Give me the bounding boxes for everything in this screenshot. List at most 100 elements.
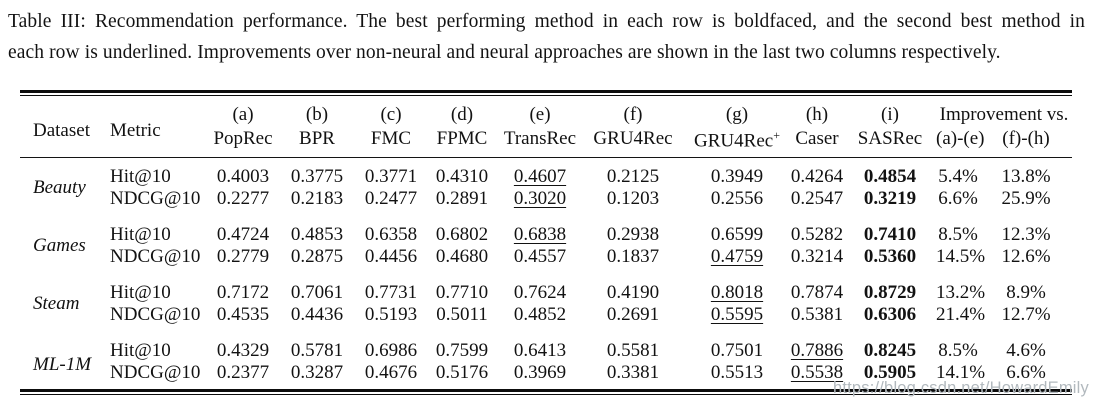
improvement-cell: 12.3% xyxy=(1001,224,1051,246)
value-cell: 0.4680 xyxy=(435,246,489,268)
metric-cell: NDCG@10 xyxy=(110,246,201,268)
value-cell: 0.3381 xyxy=(606,362,660,384)
improvement-cell: 5.4% xyxy=(938,166,978,188)
dataset-cell: Steam xyxy=(33,293,80,315)
method-name-label: BPR xyxy=(299,127,335,149)
value-cell: 0.6599 xyxy=(710,224,764,246)
header-method-key: (g) xyxy=(725,104,749,125)
header-method-key: (a) xyxy=(232,104,254,125)
value-cell: 0.6838 xyxy=(513,224,567,246)
metric-cell: Hit@10 xyxy=(110,282,171,304)
value-cell: 0.4190 xyxy=(606,282,660,304)
header-metric: Metric xyxy=(110,120,161,142)
header-method-name: Caser xyxy=(790,125,844,158)
method-name-label: FPMC xyxy=(436,127,488,149)
value-cell: 0.3020 xyxy=(513,188,567,210)
improvement-cell: 13.2% xyxy=(936,282,986,304)
value-cell: 0.5193 xyxy=(364,304,418,326)
value-cell: 0.4456 xyxy=(364,246,418,268)
dataset-cell: ML-1M xyxy=(33,353,92,375)
value-cell: 0.5381 xyxy=(790,304,844,326)
improvement-cell: 21.4% xyxy=(936,304,986,326)
value-cell: 0.4557 xyxy=(513,246,567,268)
table-top-rule xyxy=(20,90,1072,96)
value-cell: 0.3969 xyxy=(513,362,567,384)
header-method-key: (h) xyxy=(805,104,829,125)
method-name-superscript: + xyxy=(773,128,780,142)
table-row: Beauty Hit@10 0.4003 0.3775 0.3771 0.4310 0.46… xyxy=(20,158,1072,198)
value-cell: 0.4264 xyxy=(790,166,844,188)
metric-cell: NDCG@10 xyxy=(110,362,201,384)
value-cell: 0.6358 xyxy=(364,224,418,246)
improvement-cell: 6.6% xyxy=(938,188,978,210)
value-cell: 0.7886 xyxy=(790,340,844,362)
table-caption: Table III: Recommendation performance. T… xyxy=(8,6,1085,68)
header-method-name: SASRec xyxy=(844,125,936,158)
header-improvement-sub: (a)-(e) xyxy=(936,127,985,149)
value-cell: 0.2547 xyxy=(790,188,844,210)
value-cell: 0.7624 xyxy=(513,282,567,304)
method-name-label: PopRec xyxy=(213,127,273,149)
header-method-name: GRU4Rec xyxy=(582,125,684,158)
value-cell: 0.2875 xyxy=(290,246,344,268)
metric-cell: Hit@10 xyxy=(110,340,171,362)
table-row: NDCG@10 0.2779 0.2875 0.4456 0.4680 0.4557 0.1… xyxy=(20,246,1072,268)
value-cell: 0.8018 xyxy=(710,282,764,304)
table-bottom-rule xyxy=(20,389,1072,396)
table-row: NDCG@10 0.4535 0.4436 0.5193 0.5011 0.4852 0.2… xyxy=(20,304,1072,326)
value-cell: 0.4436 xyxy=(290,304,344,326)
improvement-cell: 13.8% xyxy=(1001,166,1051,188)
table-row: NDCG@10 0.2277 0.2183 0.2477 0.2891 0.3020 0.1… xyxy=(20,188,1072,210)
header-improvement-sub: (f)-(h) xyxy=(1002,127,1050,149)
value-cell: 0.7061 xyxy=(290,282,344,304)
value-cell: 0.5282 xyxy=(790,224,844,246)
method-name-label: GRU4Rec xyxy=(593,127,673,149)
value-cell: 0.5595 xyxy=(710,304,764,326)
value-cell: 0.8245 xyxy=(863,340,917,362)
value-cell: 0.4676 xyxy=(364,362,418,384)
value-cell: 0.4607 xyxy=(513,166,567,188)
improvement-cell: 12.7% xyxy=(1001,304,1051,326)
value-cell: 0.1203 xyxy=(606,188,660,210)
header-method-name: GRU4Rec+ xyxy=(684,125,790,158)
value-cell: 0.1837 xyxy=(606,246,660,268)
value-cell: 0.4759 xyxy=(710,246,764,268)
watermark-text: https://blog.csdn.net/HowardEmily xyxy=(832,379,1089,397)
value-cell: 0.3214 xyxy=(790,246,844,268)
improvement-cell: 8.9% xyxy=(1006,282,1046,304)
value-cell: 0.6986 xyxy=(364,340,418,362)
value-cell: 0.3287 xyxy=(290,362,344,384)
value-cell: 0.7731 xyxy=(364,282,418,304)
method-name-label: GRU4Rec xyxy=(694,130,774,152)
value-cell: 0.2779 xyxy=(216,246,270,268)
value-cell: 0.4329 xyxy=(216,340,270,362)
method-name-label: TransRec xyxy=(503,127,577,149)
improvement-cell: 4.6% xyxy=(1006,340,1046,362)
header-method-name: FMC xyxy=(356,125,426,158)
method-name-label: Caser xyxy=(795,127,839,149)
value-cell: 0.5513 xyxy=(710,362,764,384)
value-cell: 0.5905 xyxy=(863,362,917,384)
dataset-cell: Games xyxy=(33,235,86,257)
value-cell: 0.5176 xyxy=(435,362,489,384)
value-cell: 0.7410 xyxy=(863,224,917,246)
metric-cell: NDCG@10 xyxy=(110,304,201,326)
header-dataset: Dataset xyxy=(33,120,90,142)
table-row: ML-1M Hit@10 0.4329 0.5781 0.6986 0.7599 0.641… xyxy=(20,326,1072,375)
value-cell: 0.2377 xyxy=(216,362,270,384)
header-method-name: TransRec xyxy=(498,125,582,158)
value-cell: 0.3771 xyxy=(364,166,418,188)
table-row: Games Hit@10 0.4724 0.4853 0.6358 0.6802 0.683… xyxy=(20,210,1072,256)
table-row: Steam Hit@10 0.7172 0.7061 0.7731 0.7710 0.762… xyxy=(20,268,1072,314)
improvement-cell: 8.5% xyxy=(938,340,978,362)
caption-line-2: each row is underlined. Improvements ove… xyxy=(8,42,1001,63)
value-cell: 0.6306 xyxy=(863,304,917,326)
metric-cell: NDCG@10 xyxy=(110,188,201,210)
improvement-cell: 6.6% xyxy=(1006,362,1046,384)
value-cell: 0.5011 xyxy=(436,304,488,326)
value-cell: 0.4724 xyxy=(216,224,270,246)
value-cell: 0.4535 xyxy=(216,304,270,326)
table-row: NDCG@10 0.2377 0.3287 0.4676 0.5176 0.3969 0.3… xyxy=(20,362,1072,389)
value-cell: 0.6413 xyxy=(513,340,567,362)
improvement-cell: 12.6% xyxy=(1001,246,1051,268)
